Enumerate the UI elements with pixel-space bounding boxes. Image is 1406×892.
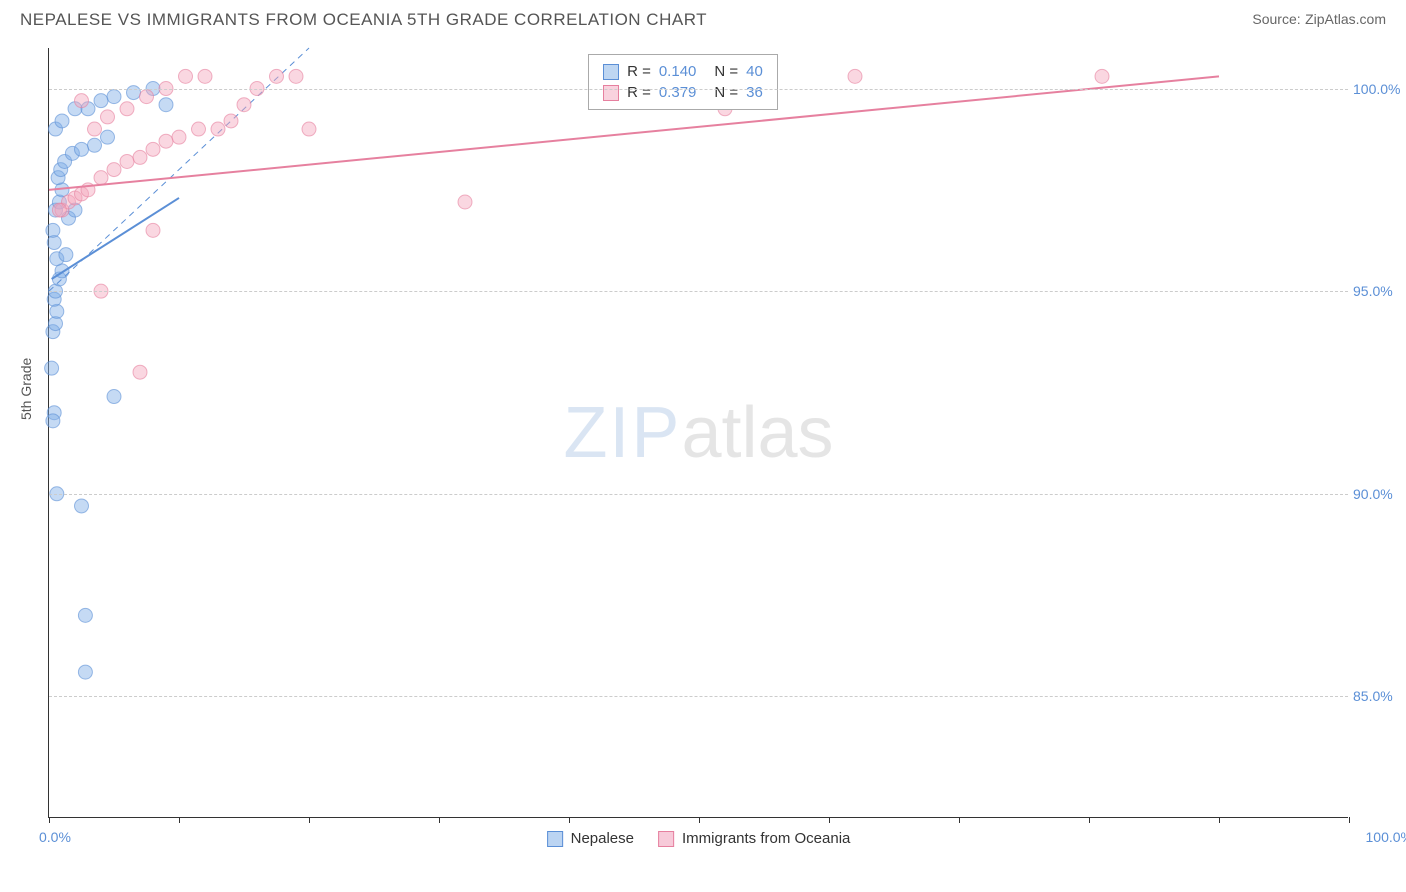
data-point	[59, 248, 73, 262]
x-tick	[699, 817, 700, 823]
data-point	[107, 163, 121, 177]
data-point	[78, 608, 92, 622]
data-point	[94, 171, 108, 185]
data-point	[75, 142, 89, 156]
legend-r-label: R =	[627, 84, 651, 101]
legend-n-label: N =	[714, 84, 738, 101]
data-point	[78, 665, 92, 679]
y-tick-label: 85.0%	[1353, 688, 1406, 704]
data-point	[50, 304, 64, 318]
chart-title: NEPALESE VS IMMIGRANTS FROM OCEANIA 5TH …	[20, 10, 707, 30]
x-tick	[439, 817, 440, 823]
legend-swatch	[603, 64, 619, 80]
source-label: Source:	[1252, 11, 1300, 27]
series-legend: Nepalese Immigrants from Oceania	[547, 830, 851, 847]
x-tick	[1089, 817, 1090, 823]
x-tick	[49, 817, 50, 823]
data-point	[211, 122, 225, 136]
data-point	[75, 499, 89, 513]
y-axis-label: 5th Grade	[18, 358, 34, 420]
data-point	[289, 69, 303, 83]
data-point	[146, 142, 160, 156]
legend-r-value: 0.379	[659, 84, 697, 101]
legend-label: Nepalese	[571, 830, 634, 847]
x-tick	[959, 817, 960, 823]
data-point	[133, 365, 147, 379]
legend-n-value: 36	[746, 84, 763, 101]
scatter-svg	[49, 48, 1348, 817]
data-point	[172, 130, 186, 144]
data-point	[107, 90, 121, 104]
legend-item: Nepalese	[547, 830, 634, 847]
data-point	[52, 203, 66, 217]
legend-row: R = 0.140 N = 40	[603, 61, 763, 82]
data-point	[146, 223, 160, 237]
data-point	[46, 223, 60, 237]
legend-swatch	[603, 85, 619, 101]
data-point	[107, 390, 121, 404]
y-tick-label: 95.0%	[1353, 283, 1406, 299]
grid-line	[49, 291, 1348, 292]
x-tick-label-min: 0.0%	[39, 829, 71, 845]
data-point	[458, 195, 472, 209]
legend-r-label: R =	[627, 63, 651, 80]
data-point	[237, 98, 251, 112]
data-point	[88, 122, 102, 136]
legend-r-value: 0.140	[659, 63, 697, 80]
grid-line	[49, 89, 1348, 90]
data-point	[46, 414, 60, 428]
grid-line	[49, 696, 1348, 697]
legend-item: Immigrants from Oceania	[658, 830, 850, 847]
data-point	[179, 69, 193, 83]
x-tick-label-max: 100.0%	[1366, 829, 1406, 845]
data-point	[101, 110, 115, 124]
x-tick	[309, 817, 310, 823]
data-point	[302, 122, 316, 136]
data-point	[159, 134, 173, 148]
data-point	[75, 94, 89, 108]
data-point	[55, 114, 69, 128]
y-tick-label: 100.0%	[1353, 81, 1406, 97]
data-point	[140, 90, 154, 104]
grid-line	[49, 494, 1348, 495]
data-point	[45, 361, 59, 375]
y-tick-label: 90.0%	[1353, 486, 1406, 502]
legend-swatch	[658, 831, 674, 847]
x-tick	[829, 817, 830, 823]
legend-n-label: N =	[714, 63, 738, 80]
correlation-legend: R = 0.140 N = 40 R = 0.379 N = 36	[588, 54, 778, 110]
legend-n-value: 40	[746, 63, 763, 80]
data-point	[224, 114, 238, 128]
data-point	[159, 98, 173, 112]
x-tick	[569, 817, 570, 823]
source: Source: ZipAtlas.com	[1252, 11, 1386, 29]
data-point	[192, 122, 206, 136]
legend-swatch	[547, 831, 563, 847]
x-tick	[179, 817, 180, 823]
legend-row: R = 0.379 N = 36	[603, 82, 763, 103]
data-point	[120, 102, 134, 116]
data-point	[1095, 69, 1109, 83]
data-point	[848, 69, 862, 83]
data-point	[198, 69, 212, 83]
legend-label: Immigrants from Oceania	[682, 830, 850, 847]
data-point	[94, 94, 108, 108]
data-point	[270, 69, 284, 83]
data-point	[101, 130, 115, 144]
data-point	[88, 138, 102, 152]
data-point	[133, 150, 147, 164]
source-value: ZipAtlas.com	[1305, 11, 1386, 27]
x-tick	[1349, 817, 1350, 823]
data-point	[120, 154, 134, 168]
chart-plot-area: ZIPatlas R = 0.140 N = 40 R = 0.379 N = …	[48, 48, 1348, 818]
x-tick	[1219, 817, 1220, 823]
